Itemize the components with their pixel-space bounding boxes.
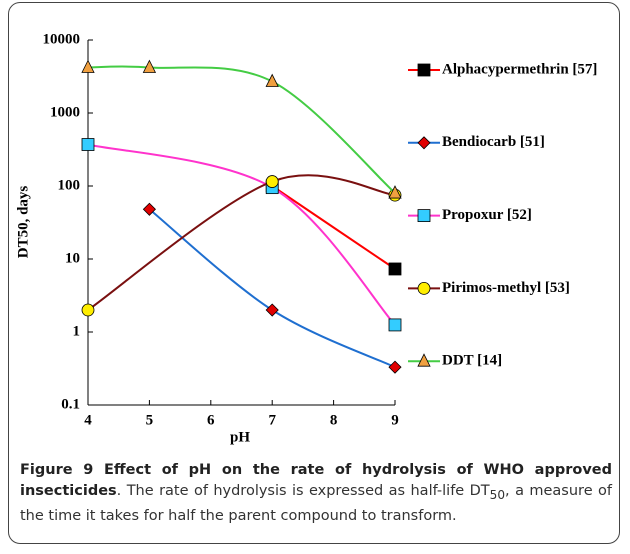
data-point xyxy=(142,202,156,216)
y-axis-label: DT50, days xyxy=(15,186,31,259)
data-point xyxy=(81,59,95,73)
data-point xyxy=(388,262,402,276)
data-point xyxy=(265,303,279,317)
y-tick-label: 100 xyxy=(58,177,81,193)
series-line xyxy=(87,174,396,311)
data-point xyxy=(81,303,95,317)
series-line xyxy=(271,185,396,270)
y-tick-label: 1000 xyxy=(50,104,80,120)
legend-marker xyxy=(417,63,431,77)
legend-marker xyxy=(417,209,431,223)
legend-marker xyxy=(417,136,431,150)
y-tick-label: 0.1 xyxy=(61,396,80,412)
caption: Figure 9 Effect of pH on the rate of hyd… xyxy=(20,460,612,527)
caption-text: . The rate of hydrolysis is expressed as… xyxy=(116,483,490,499)
series-line xyxy=(148,208,396,369)
data-point xyxy=(388,318,402,332)
chart: pH DT50, days 0.1 1 10 100 1000 10000 4 5 6 7 8 9 Al… xyxy=(15,31,597,445)
data-point xyxy=(388,360,402,374)
legend-label: Bendiocarb [51] xyxy=(442,134,545,150)
data-point xyxy=(265,73,279,87)
legend-label: Propoxur [52] xyxy=(442,207,532,223)
x-tick-label: 4 xyxy=(84,412,92,428)
x-tick-label: 5 xyxy=(146,412,154,428)
x-tick-label: 7 xyxy=(268,412,276,428)
series-line xyxy=(87,143,396,326)
caption-text: , a measure of the time it takes for hal… xyxy=(20,483,612,524)
legend-marker xyxy=(417,281,431,295)
x-tick-label: 6 xyxy=(207,412,215,428)
series-line xyxy=(87,65,396,194)
legend-marker xyxy=(417,353,431,367)
caption-subscript: 50 xyxy=(489,487,506,502)
data-point xyxy=(265,175,279,188)
data-point xyxy=(81,138,95,151)
x-tick-label: 9 xyxy=(391,412,399,428)
data-point xyxy=(142,59,157,73)
caption-title: Figure 9 Effect of pH on the rate of hyd… xyxy=(20,462,612,499)
y-tick-label: 10000 xyxy=(43,31,81,47)
x-tick-label: 8 xyxy=(330,412,338,428)
figure-frame xyxy=(8,2,620,544)
legend-label: Alphacypermethrin [57] xyxy=(442,61,597,77)
y-tick-label: 1 xyxy=(73,323,81,339)
y-tick-label: 10 xyxy=(65,250,80,266)
legend-label: Pirimos-methyl [53] xyxy=(442,280,570,296)
data-point xyxy=(388,185,402,199)
x-axis-label: pH xyxy=(230,429,250,445)
legend-label: DDT [14] xyxy=(442,353,502,369)
